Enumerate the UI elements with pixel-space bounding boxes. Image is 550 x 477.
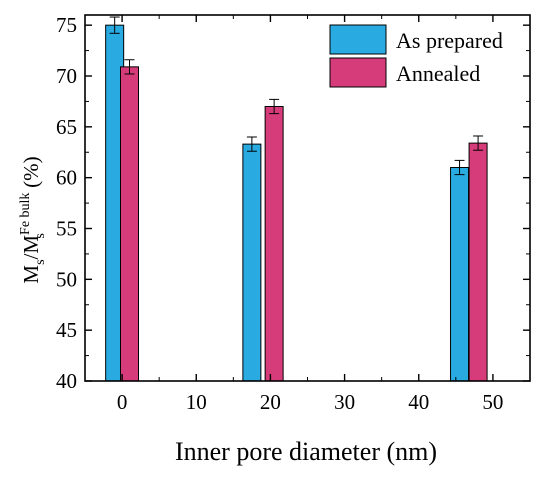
x-tick-label: 0 [117,390,128,414]
y-label-main: M [19,265,43,284]
y-tick-label: 50 [56,267,77,291]
y-label-sup: Fe bulk [18,193,33,235]
legend-swatch [329,57,387,88]
y-tick-label: 55 [56,217,77,241]
bar-as-prepared-1 [242,143,262,382]
y-axis-label: Ms/MFe bulks (%) [18,156,48,283]
error-bars-layer [109,16,484,176]
ticks-layer: 40 45 50 55 60 65 70 75 0 10 20 30 40 50 [56,13,530,414]
error-bar-1-0 [124,59,135,75]
bar-as-prepared-2 [450,167,470,382]
legend-item-annealed: Annealed [329,57,480,88]
x-tick-label: 10 [186,390,207,414]
y-label-slash: /M [19,235,43,260]
y-tick-label: 40 [56,369,77,393]
legend-label: Annealed [396,61,480,86]
error-bar-1-2 [473,135,484,151]
error-bar-1-1 [269,98,280,115]
y-tick-label: 45 [56,318,77,342]
y-label-sub1: s [33,259,48,264]
bar-annealed-2 [468,142,488,382]
error-bar-0-1 [246,136,257,152]
bars-layer [105,24,488,382]
bar-annealed-0 [120,66,139,382]
x-tick-label: 30 [334,390,355,414]
error-bar-0-2 [454,159,465,176]
bar-annealed-1 [264,106,284,382]
error-bar-0-0 [109,16,120,34]
y-tick-label: 70 [56,64,77,88]
y-tick-label: 75 [56,13,77,37]
x-tick-label: 40 [408,390,429,414]
x-tick-label: 50 [482,390,503,414]
y-label-sub2: s [33,233,48,238]
legend-label: As prepared [396,28,503,53]
x-tick-label: 20 [260,390,281,414]
legend: As prepared Annealed [329,24,503,88]
y-tick-label: 60 [56,166,77,190]
y-label-unit: (%) [19,156,43,193]
legend-item-as-prepared: As prepared [329,24,503,55]
x-axis-label: Inner pore diameter (nm) [175,437,437,466]
y-tick-label: 65 [56,115,77,139]
legend-swatch [329,24,387,55]
